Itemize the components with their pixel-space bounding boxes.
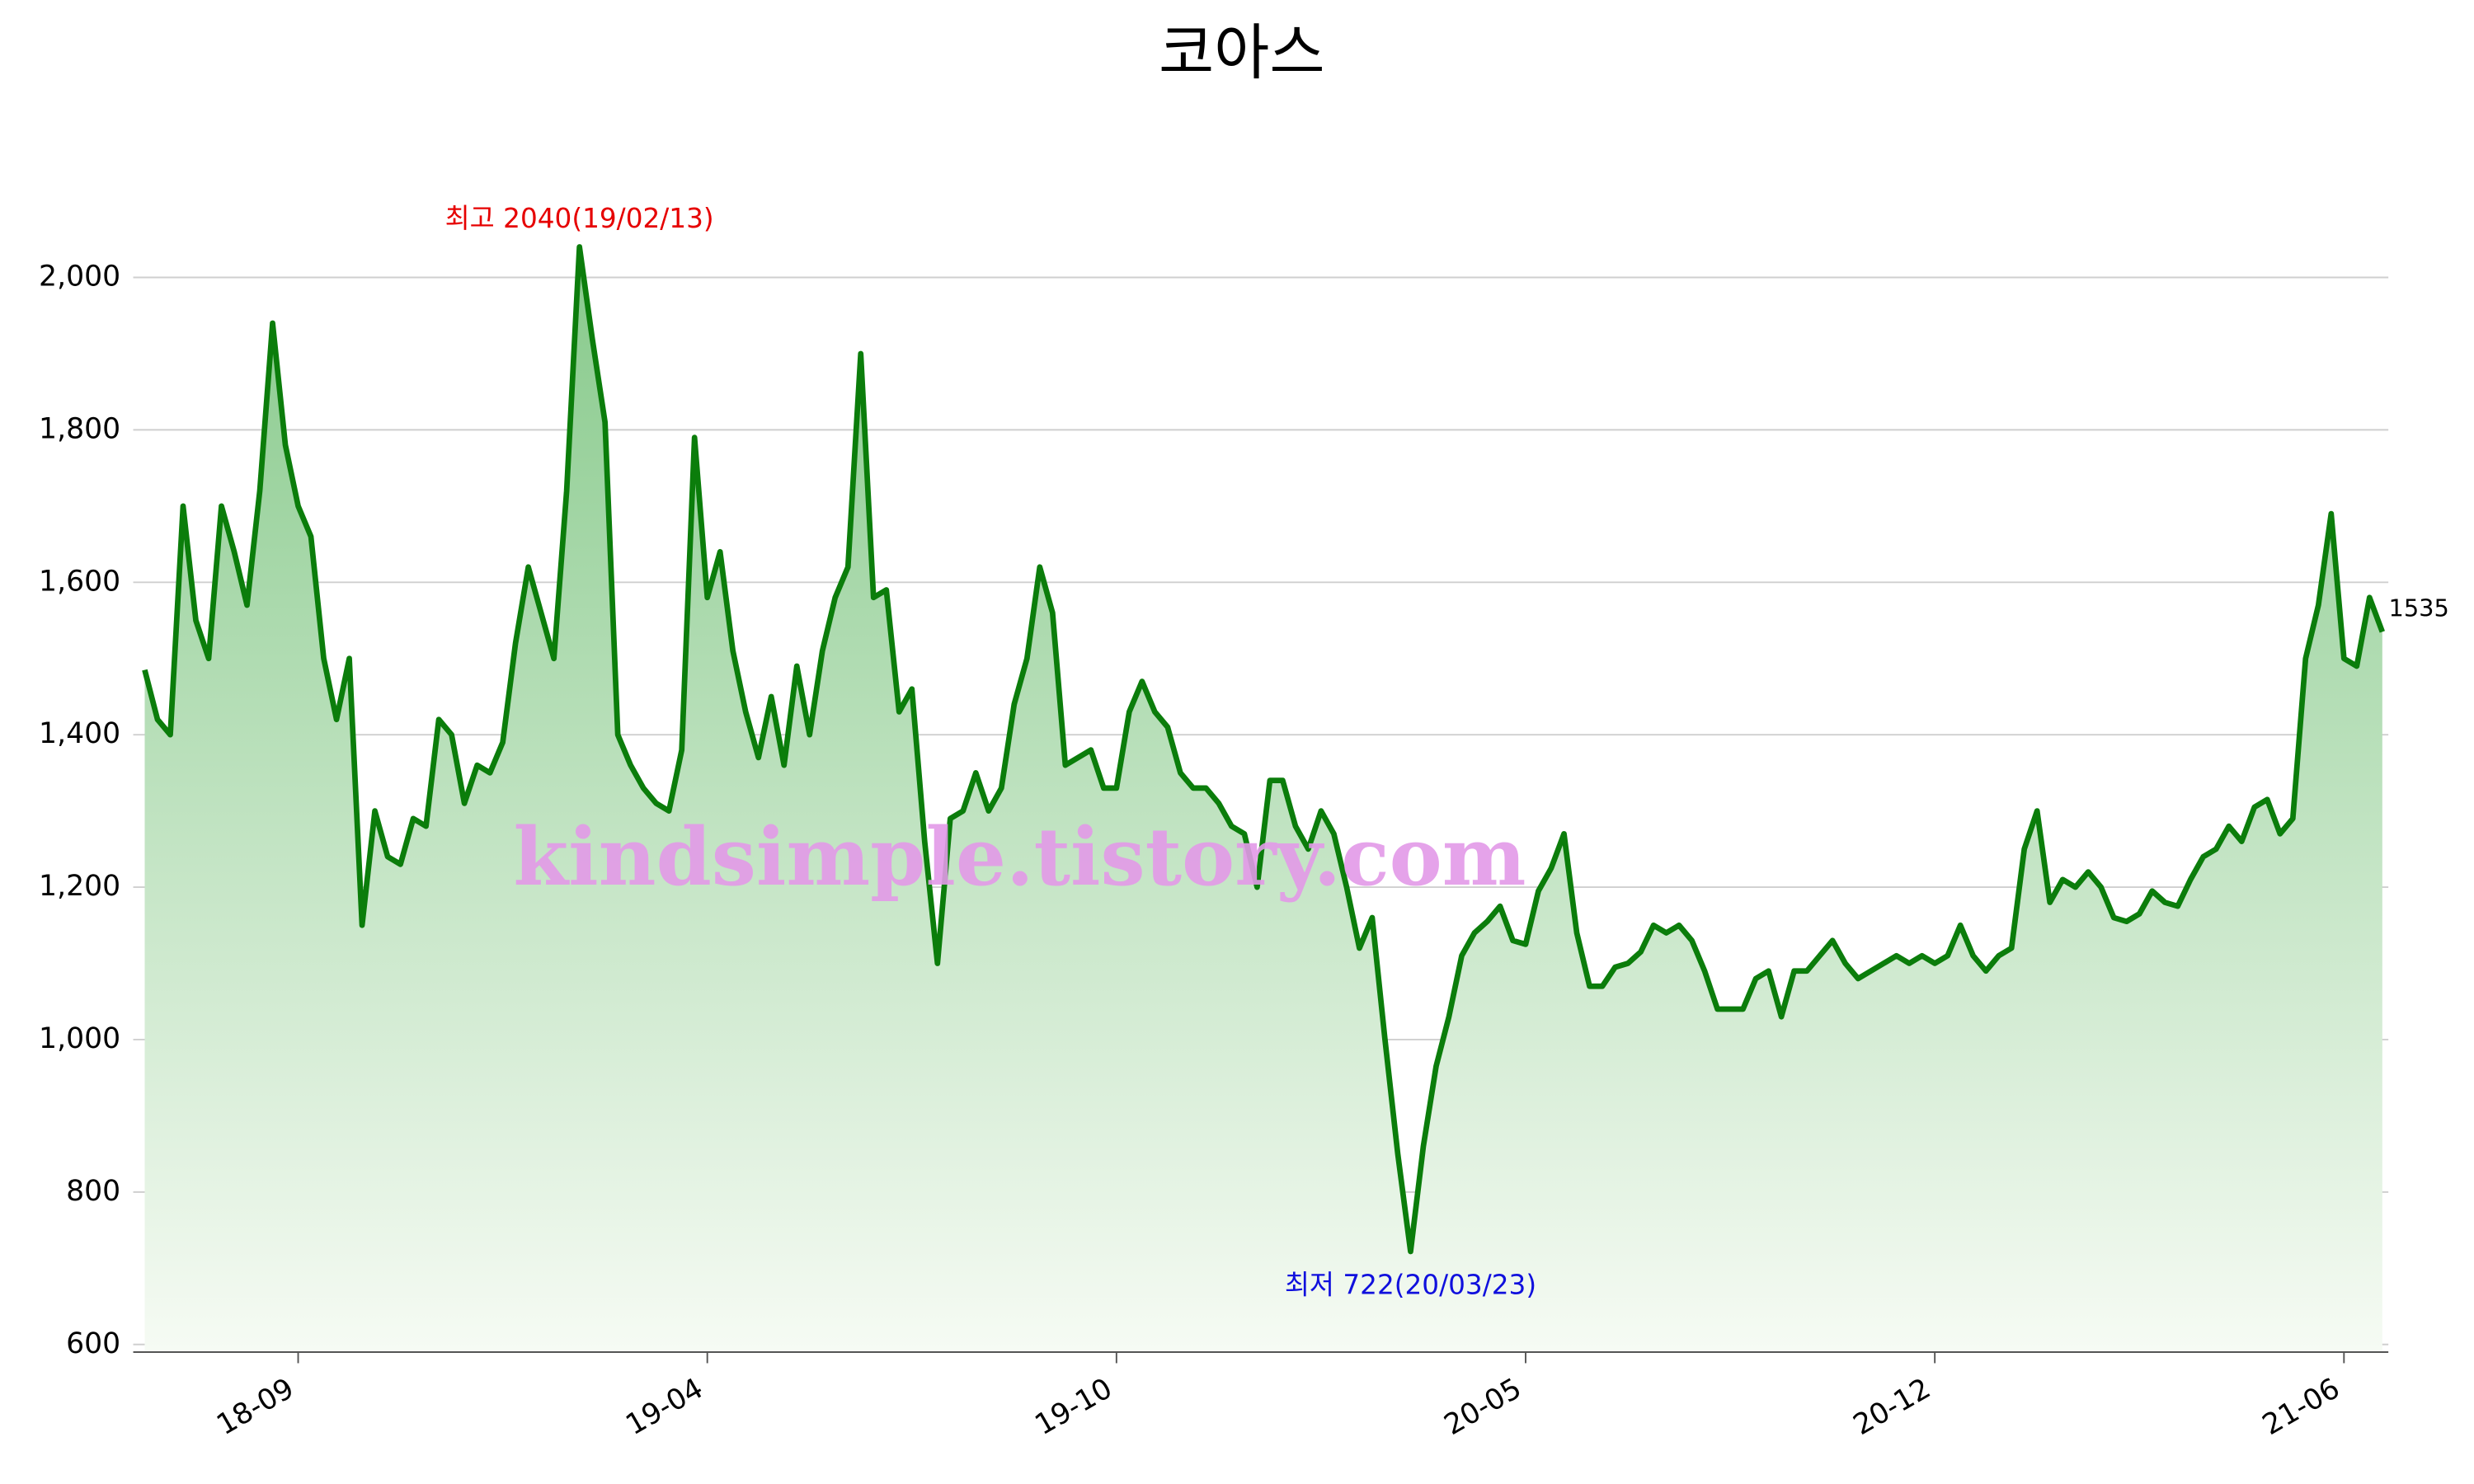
y-tick-label: 1,800 bbox=[39, 412, 120, 445]
x-tick-label: 20-05 bbox=[1439, 1372, 1527, 1442]
chart-title: 코아스 bbox=[1159, 18, 1325, 88]
price-line bbox=[142, 244, 2385, 1255]
area bbox=[144, 247, 2382, 1352]
y-tick-label: 1,600 bbox=[39, 565, 120, 598]
x-tick-label: 21-06 bbox=[2257, 1372, 2345, 1442]
y-tick-label: 2,000 bbox=[39, 260, 120, 293]
last-value-label: 1535 bbox=[2389, 594, 2449, 622]
annotation: 최고 2040(19/02/13) bbox=[445, 203, 714, 234]
y-tick-label: 1,000 bbox=[39, 1022, 120, 1055]
x-tick-label: 19-10 bbox=[1030, 1372, 1118, 1442]
watermark: kindsimple.tistory.com bbox=[514, 810, 1526, 904]
y-tick-label: 1,400 bbox=[39, 717, 120, 750]
y-tick-label: 800 bbox=[66, 1175, 120, 1208]
x-tick-label: 18-09 bbox=[211, 1372, 299, 1442]
y-tick-label: 1,200 bbox=[39, 870, 120, 903]
x-tick-label: 20-12 bbox=[1848, 1372, 1936, 1442]
x-tick-label: 19-04 bbox=[620, 1372, 708, 1442]
annotation: 최저 722(20/03/23) bbox=[1285, 1269, 1536, 1300]
y-tick-label: 600 bbox=[66, 1327, 120, 1360]
